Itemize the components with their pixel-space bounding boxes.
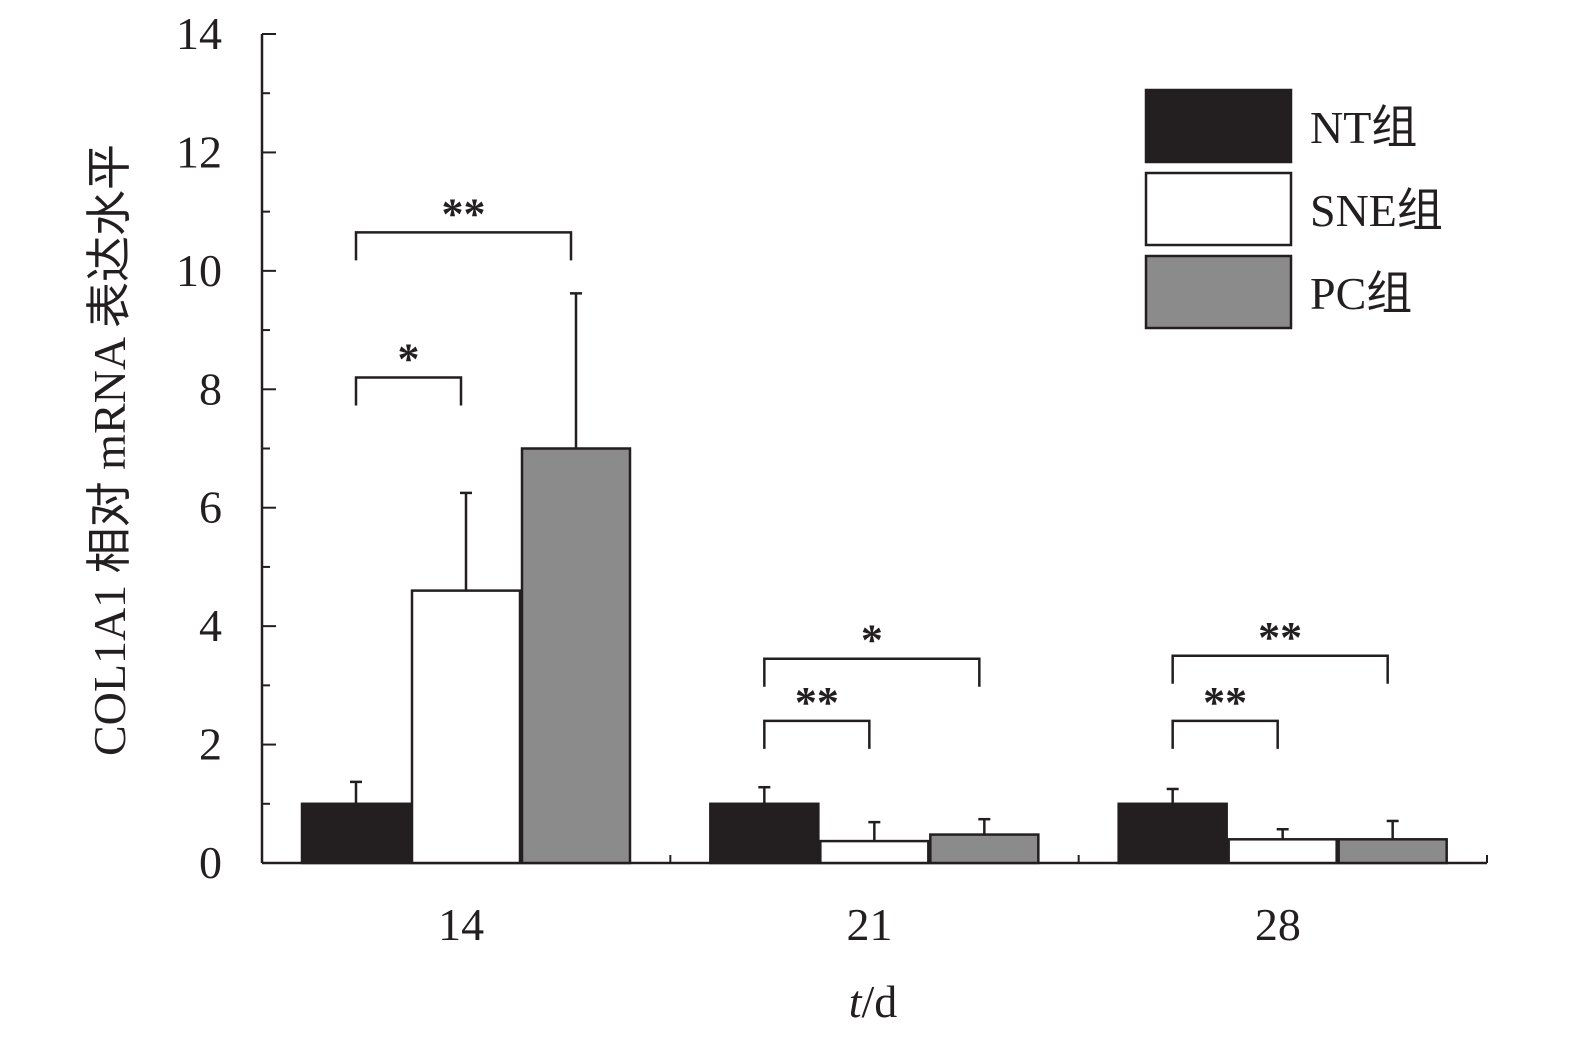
x-axis-label: t/d: [849, 976, 898, 1027]
y-tick-label: 6: [199, 482, 222, 533]
bar: [819, 839, 930, 865]
legend: NT组 SNE组 PC组: [1144, 88, 1443, 330]
legend-swatch: [1144, 254, 1293, 330]
significance-bracket: [1171, 719, 1279, 749]
bar: [929, 833, 1040, 865]
significance-label: **: [795, 678, 839, 727]
bars-layer: [300, 292, 1448, 865]
x-tick-label: 14: [438, 899, 484, 950]
y-tick-label: 8: [199, 363, 222, 414]
significance-bracket: [763, 719, 871, 749]
legend-swatch: [1144, 88, 1293, 164]
x-tick-label: 21: [847, 899, 893, 950]
legend-swatch: [1144, 171, 1293, 247]
x-axis-label-var: t: [849, 976, 863, 1027]
y-tick-label: 10: [176, 245, 222, 296]
y-axis-label: COL1A1 相对 mRNA 表达水平: [84, 144, 135, 756]
y-tick-label: 2: [199, 719, 222, 770]
significance-bracket: [1171, 654, 1389, 684]
legend-label: NT组: [1310, 102, 1417, 153]
significance-label: **: [1258, 613, 1302, 662]
significance-label: *: [861, 616, 883, 665]
bar: [300, 802, 412, 865]
significance-bracket: [763, 657, 981, 687]
bar: [1337, 838, 1448, 865]
y-tick-label: 14: [176, 8, 222, 59]
legend-label: PC组: [1310, 268, 1412, 319]
axes: 0 2 4 6 8 10 12 14 14 21 28: [176, 8, 1488, 950]
significance-label: **: [1203, 678, 1247, 727]
y-tick-label: 4: [199, 600, 222, 651]
bar: [410, 589, 522, 865]
bar: [520, 447, 632, 865]
y-tick-label: 12: [176, 126, 222, 177]
x-axis-label-unit: /d: [862, 976, 898, 1027]
legend-label: SNE组: [1310, 185, 1443, 236]
bar: [709, 802, 820, 865]
significance-bracket: [354, 231, 573, 261]
bar: [1117, 802, 1228, 865]
significance-bracket: [354, 376, 463, 406]
x-tick-label: 28: [1255, 899, 1301, 950]
bar: [1227, 838, 1338, 865]
significance-layer: **********: [354, 189, 1389, 749]
y-tick-label: 0: [199, 837, 222, 888]
significance-label: *: [398, 334, 420, 383]
significance-label: **: [442, 189, 486, 238]
